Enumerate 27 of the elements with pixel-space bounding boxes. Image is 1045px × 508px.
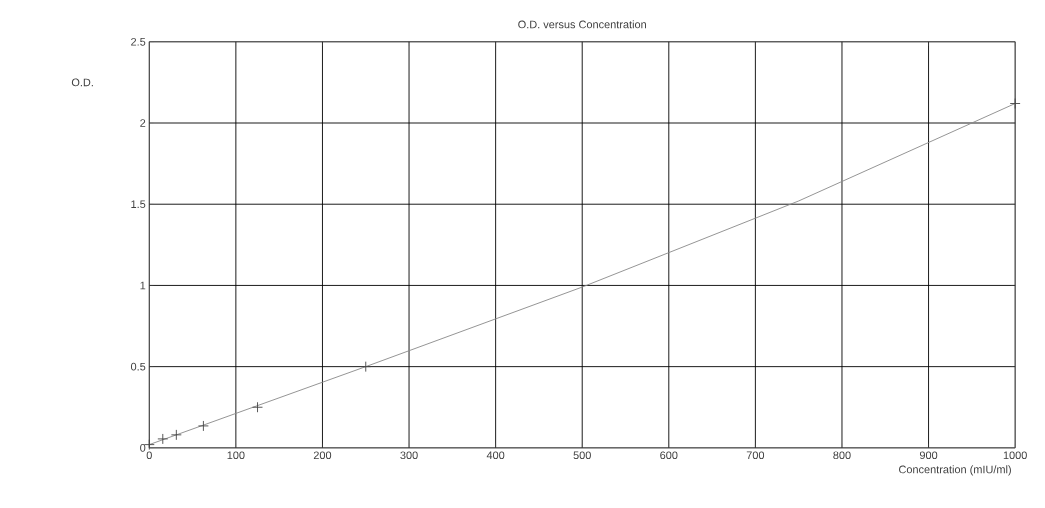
y-tick-label: 1: [140, 281, 146, 290]
y-tick-label: 2: [140, 119, 146, 128]
y-tick-label: 1.5: [131, 200, 146, 209]
x-tick-label: 600: [660, 451, 678, 460]
point: [170, 429, 182, 441]
x-tick-label: 200: [313, 451, 332, 460]
x-tick-label: 300: [400, 451, 418, 460]
x-tick-label: 900: [919, 451, 938, 460]
point: [197, 420, 209, 432]
point: [360, 361, 372, 373]
x-axis-title: Concentration (mIU/ml): [899, 465, 1011, 476]
point: [1009, 98, 1021, 110]
x-tick-label: 100: [227, 451, 245, 460]
point: [157, 433, 169, 445]
line-series: [149, 103, 1016, 446]
x-tick-label: 500: [573, 451, 591, 460]
point: [252, 402, 263, 413]
x-tick-label: 800: [833, 451, 851, 460]
x-tick-label: 400: [486, 451, 505, 460]
x-tick-label: 1000: [1003, 451, 1027, 460]
x-tick-label: 700: [746, 451, 765, 460]
y-tick-label: 2.5: [131, 38, 146, 46]
x-tick-label: 0: [146, 451, 152, 460]
y-axis-title: O.D.: [71, 78, 93, 87]
chart-title: O.D. versus Concentration: [518, 20, 646, 29]
y-tick-label: 0: [140, 444, 146, 452]
y-tick-label: 0.5: [130, 362, 146, 371]
